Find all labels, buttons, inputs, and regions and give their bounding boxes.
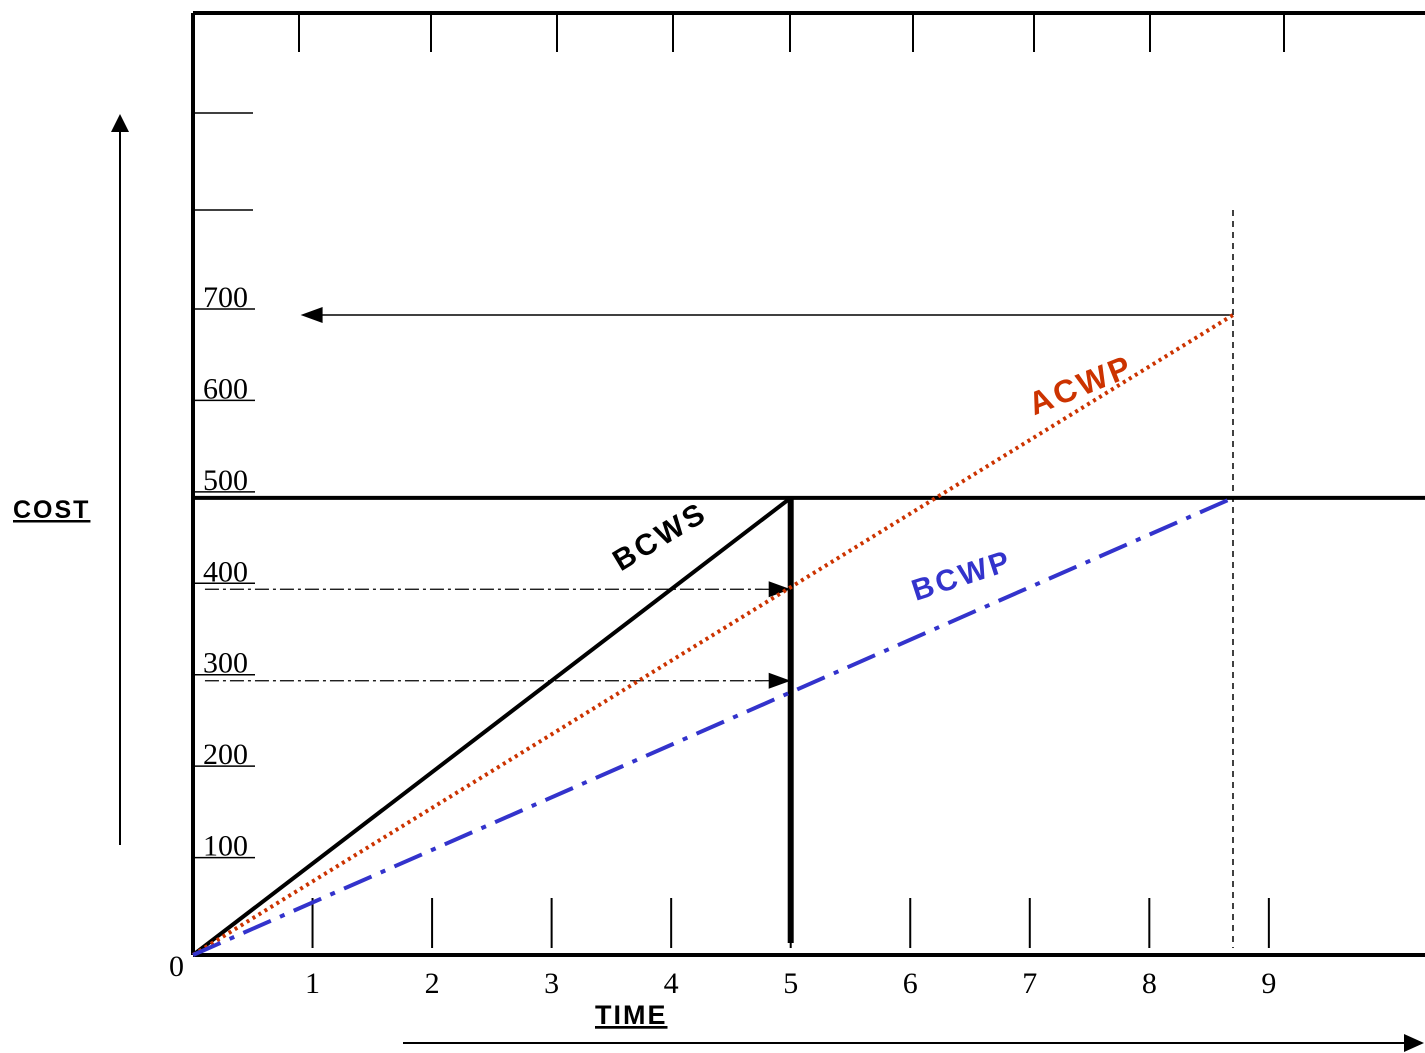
x-tick-label: 1 (305, 967, 320, 1000)
series-line-bcwp (192, 496, 1234, 957)
x-tick-label: 4 (664, 967, 679, 1000)
x-tick-label: 2 (425, 967, 440, 1000)
y-tick-label: 400 (203, 555, 248, 588)
y-ticks: 100 200 300 400 500 600 700 (193, 281, 255, 863)
y-tick-label: 600 (203, 372, 248, 405)
top-ticks (298, 13, 1285, 52)
x-axis-title: TIME (595, 1000, 668, 1030)
x-tick-label: 7 (1022, 967, 1037, 1000)
y-tick-label: 200 (203, 738, 248, 771)
x-tick-label: 8 (1142, 967, 1157, 1000)
y-axis-title: COST (13, 496, 90, 524)
series-label-bcws: BCWS (607, 496, 713, 578)
value-arrow-head (768, 672, 791, 689)
y-tick-label: 300 (203, 647, 248, 680)
series-line-bcws (191, 496, 792, 957)
y-tick-label: 500 (203, 464, 248, 497)
x-tick-label: 9 (1261, 967, 1276, 1000)
estimate-arrow-head (300, 307, 323, 323)
origin-label: 0 (169, 950, 184, 983)
y-tick-label: 100 (203, 830, 248, 863)
extra-y-ticks (193, 112, 253, 211)
x-ticks: 1 2 3 4 5 6 7 8 9 (305, 898, 1276, 1000)
y-tick-label: 700 (203, 281, 248, 314)
reference-lines (193, 210, 1425, 948)
x-tick-label: 5 (783, 967, 798, 1000)
series-label-acwp: ACWP (1023, 348, 1138, 422)
series-line-acwp (191, 313, 1235, 957)
value-arrow-head (768, 581, 791, 598)
x-tick-label: 3 (544, 967, 559, 1000)
series-lines (191, 313, 1235, 957)
x-axis-arrow-head (1404, 1034, 1424, 1052)
x-tick-label: 6 (903, 967, 918, 1000)
y-axis-arrow-head (111, 114, 129, 132)
